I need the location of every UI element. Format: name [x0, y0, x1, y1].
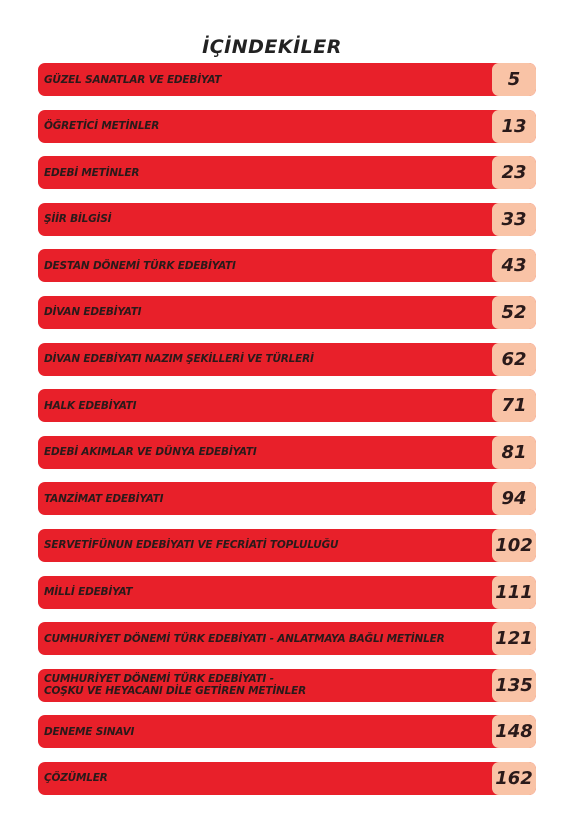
toc-entry: EDEBİ AKIMLAR VE DÜNYA EDEBİYATI 81	[38, 435, 536, 469]
entry-page: 148	[492, 715, 536, 749]
toc-entry: ŞİİR BİLGİSİ 33	[38, 202, 536, 236]
entry-title: HALK EDEBİYATI	[44, 399, 137, 412]
entry-title: DESTAN DÖNEMİ TÜRK EDEBİYATI	[44, 259, 236, 272]
toc-entry: EDEBİ METİNLER 23	[38, 156, 536, 190]
entry-page: 135	[492, 668, 536, 702]
toc-entry: SERVETİFÜNUN EDEBİYATI VE FECRİATİ TOPLU…	[38, 528, 536, 562]
toc-entry: DESTAN DÖNEMİ TÜRK EDEBİYATI 43	[38, 249, 536, 283]
entry-page: 71	[492, 389, 536, 423]
entry-title: MİLLİ EDEBİYAT	[44, 586, 133, 599]
toc-entry: GÜZEL SANATLAR VE EDEBİYAT 5	[38, 63, 536, 96]
entry-page: 121	[492, 622, 536, 656]
entry-title: DİVAN EDEBİYATI NAZIM ŞEKİLLERİ VE TÜRLE…	[44, 353, 314, 366]
entry-title: EDEBİ AKIMLAR VE DÜNYA EDEBİYATI	[44, 446, 257, 459]
entry-page: 52	[492, 295, 536, 329]
entry-title: DİVAN EDEBİYATI	[44, 306, 142, 319]
entry-title: EDEBİ METİNLER	[44, 166, 140, 179]
toc-entry: DENEME SINAVI 148	[38, 715, 536, 749]
toc-entry: DİVAN EDEBİYATI NAZIM ŞEKİLLERİ VE TÜRLE…	[38, 342, 536, 376]
toc-entry: HALK EDEBİYATI 71	[38, 389, 536, 423]
toc-entry: ÇÖZÜMLER 162	[38, 761, 536, 795]
entry-page: 102	[492, 528, 536, 562]
entry-title: ÇÖZÜMLER	[44, 772, 108, 785]
entry-title: SERVETİFÜNUN EDEBİYATI VE FECRİATİ TOPLU…	[44, 539, 339, 552]
entry-page: 81	[492, 435, 536, 469]
entry-title: ŞİİR BİLGİSİ	[44, 213, 112, 226]
entry-page: 43	[492, 249, 536, 283]
toc-title: İÇİNDEKİLER	[202, 36, 342, 58]
entry-page: 62	[492, 342, 536, 376]
entry-page: 23	[492, 156, 536, 190]
entry-page: 33	[492, 202, 536, 236]
toc-entry: MİLLİ EDEBİYAT 111	[38, 575, 536, 609]
entry-title: DENEME SINAVI	[44, 725, 135, 738]
toc-entry: ÖĞRETİCİ METİNLER 13	[38, 109, 536, 143]
entry-title: GÜZEL SANATLAR VE EDEBİYAT	[44, 73, 222, 86]
entry-page: 13	[492, 109, 536, 143]
entry-title: CUMHURİYET DÖNEMİ TÜRK EDEBİYATI - ANLAT…	[44, 632, 445, 645]
toc-entry: TANZİMAT EDEBİYATI 94	[38, 482, 536, 516]
toc-entry: DİVAN EDEBİYATI 52	[38, 295, 536, 329]
toc-list: GÜZEL SANATLAR VE EDEBİYAT 5 ÖĞRETİCİ METİ…	[38, 63, 536, 795]
entry-title: CUMHURİYET DÖNEMİ TÜRK EDEBİYATI - COŞKU…	[44, 673, 306, 698]
entry-page: 111	[492, 575, 536, 609]
entry-page: 162	[492, 761, 536, 795]
entry-title: ÖĞRETİCİ METİNLER	[44, 120, 160, 133]
entry-page: 5	[492, 63, 536, 96]
entry-page: 94	[492, 482, 536, 516]
toc-entry: CUMHURİYET DÖNEMİ TÜRK EDEBİYATI - ANLAT…	[38, 622, 536, 656]
entry-title: TANZİMAT EDEBİYATI	[44, 492, 164, 505]
toc-entry: CUMHURİYET DÖNEMİ TÜRK EDEBİYATI - COŞKU…	[38, 668, 536, 702]
